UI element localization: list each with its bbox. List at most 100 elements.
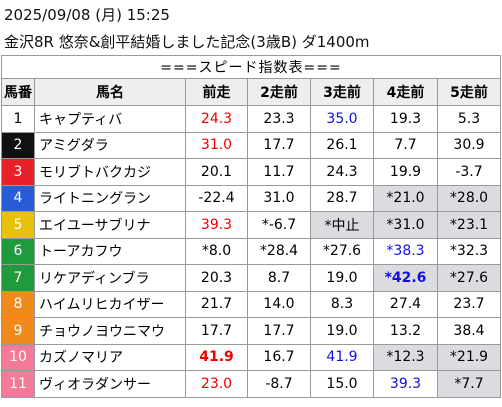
horse-row: 5 エイユーサブリナ 39.3 *-6.7 *中止 *31.0 *23.1 [1,211,501,239]
speed-index: 41.9 [185,343,248,371]
horse-row: 2 アミグダラ 31.0 17.7 26.1 7.7 30.9 [1,131,501,159]
speed-index: 39.3 [185,211,248,239]
horse-row: 1 キャプティバ 24.3 23.3 35.0 19.3 5.3 [1,105,501,133]
horse-row: 4 ライトニングラン -22.4 31.0 28.7 *21.0 *28.0 [1,184,501,212]
speed-index: 8.7 [247,264,311,292]
column-header: 5走前 [437,78,501,106]
horse-name: トーアカフウ [34,237,186,265]
column-header: 前走 [185,78,248,106]
speed-index: -8.7 [247,370,311,398]
column-header: 馬番 [1,78,35,106]
horse-name: ライトニングラン [34,184,186,212]
horse-row: 7 リケアディンブラ 20.3 8.7 19.0 *42.6 *27.6 [1,264,501,292]
speed-index: 41.9 [310,343,374,371]
horse-row: 6 トーアカフウ *8.0 *28.4 *27.6 *38.3 *32.3 [1,237,501,265]
speed-index: 39.3 [373,370,438,398]
speed-index: 7.7 [373,131,438,159]
speed-index: 23.3 [247,105,311,133]
speed-index: 11.7 [247,158,311,186]
datetime: 2025/09/08 (月) 15:25 [4,6,170,24]
speed-index: *中止 [310,211,374,239]
speed-index: 31.0 [185,131,248,159]
speed-index: 30.9 [437,131,501,159]
horse-number: 2 [1,131,35,159]
speed-index: *21.0 [373,184,438,212]
column-header: 2走前 [247,78,311,106]
speed-index: 5.3 [437,105,501,133]
column-header: 3走前 [310,78,374,106]
speed-index: 28.7 [310,184,374,212]
speed-table: ===スピード指数表=== 馬番 馬名 前走 2走前 3走前 4走前 5走前 1 キャプティバ 24… [1,55,501,398]
speed-index: 19.9 [373,158,438,186]
horse-number: 10 [1,343,35,371]
horse-number: 3 [1,158,35,186]
column-header: 馬名 [34,78,186,106]
speed-index: 23.0 [185,370,248,398]
speed-index: 24.3 [185,105,248,133]
speed-index: 31.0 [247,184,311,212]
horse-row: 11 ヴィオラダンサー 23.0 -8.7 15.0 39.3 *7.7 [1,370,501,398]
speed-index: *28.0 [437,184,501,212]
speed-index: 38.4 [437,317,501,345]
speed-index: 19.3 [373,105,438,133]
horse-name: リケアディンブラ [34,264,186,292]
speed-index: *38.3 [373,237,438,265]
horse-row: 9 チョウノヨウニマウ 17.7 17.7 19.0 13.2 38.4 [1,317,501,345]
horse-row: 10 カズノマリア 41.9 16.7 41.9 *12.3 *21.9 [1,343,501,371]
speed-index: 15.0 [310,370,374,398]
table-caption: ===スピード指数表=== [1,55,501,79]
speed-index: -22.4 [185,184,248,212]
race-title: 金沢8R 悠奈&創平結婚しました記念(3歳B) ダ1400m [4,33,370,51]
horse-number: 9 [1,317,35,345]
horse-number: 7 [1,264,35,292]
speed-index: *31.0 [373,211,438,239]
speed-index: *12.3 [373,343,438,371]
speed-index: 8.3 [310,290,374,318]
horse-name: ヴィオラダンサー [34,370,186,398]
horse-name: カズノマリア [34,343,186,371]
speed-index: *8.0 [185,237,248,265]
horse-name: エイユーサブリナ [34,211,186,239]
speed-index: -3.7 [437,158,501,186]
speed-index: *21.9 [437,343,501,371]
horse-number: 1 [1,105,35,133]
speed-index: 19.0 [310,317,374,345]
horse-row: 3 モリブトバクカジ 20.1 11.7 24.3 19.9 -3.7 [1,158,501,186]
horse-number: 4 [1,184,35,212]
speed-index: *27.6 [310,237,374,265]
column-header: 4走前 [373,78,438,106]
speed-index: 19.0 [310,264,374,292]
horse-row: 8 ハイムリヒカイザー 21.7 14.0 8.3 27.4 23.7 [1,290,501,318]
speed-index: 17.7 [185,317,248,345]
speed-index: *32.3 [437,237,501,265]
speed-index: 35.0 [310,105,374,133]
caption-row: ===スピード指数表=== [1,55,501,79]
speed-index: *42.6 [373,264,438,292]
speed-index: 23.7 [437,290,501,318]
speed-index: 26.1 [310,131,374,159]
speed-index: 21.7 [185,290,248,318]
speed-index: 24.3 [310,158,374,186]
horse-name: チョウノヨウニマウ [34,317,186,345]
speed-index: *-6.7 [247,211,311,239]
horse-number: 11 [1,370,35,398]
speed-index: 16.7 [247,343,311,371]
speed-index: 17.7 [247,317,311,345]
speed-index: *27.6 [437,264,501,292]
speed-index: 20.1 [185,158,248,186]
speed-index: *7.7 [437,370,501,398]
header-row: 馬番 馬名 前走 2走前 3走前 4走前 5走前 [1,78,501,106]
horse-name: モリブトバクカジ [34,158,186,186]
speed-index: 20.3 [185,264,248,292]
speed-index: *28.4 [247,237,311,265]
speed-index: 13.2 [373,317,438,345]
horse-name: ハイムリヒカイザー [34,290,186,318]
horse-number: 5 [1,211,35,239]
speed-index: 17.7 [247,131,311,159]
horse-number: 6 [1,237,35,265]
horse-number: 8 [1,290,35,318]
speed-index: 14.0 [247,290,311,318]
speed-index: *23.1 [437,211,501,239]
horse-name: アミグダラ [34,131,186,159]
